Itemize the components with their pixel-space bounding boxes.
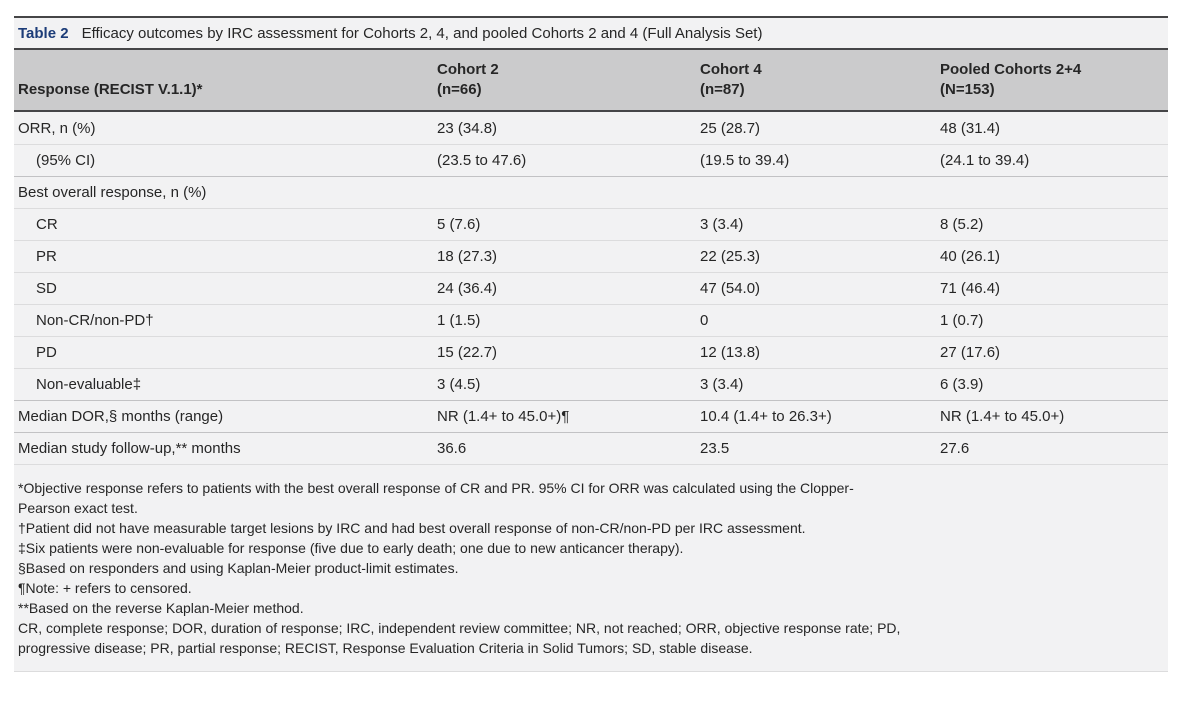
table-row: Non-evaluable‡ 3 (4.5) 3 (3.4) 6 (3.9) [14,368,1168,400]
table-cell: 71 (46.4) [940,280,1001,297]
table-cell: 3 (3.4) [700,216,744,233]
table-row: Best overall response, n (%) [14,176,1168,208]
table-cell: 1 (0.7) [940,312,984,329]
table-caption-bar: Table 2 Efficacy outcomes by IRC assessm… [14,18,1168,50]
footnote-line: §Based on responders and using Kaplan-Me… [18,560,459,576]
footnote-line: Pearson exact test. [18,500,138,516]
table-cell: (24.1 to 39.4) [940,152,1030,169]
row-label: SD [36,280,57,297]
table-cell: 8 (5.2) [940,216,984,233]
row-label: Non-CR/non-PD† [36,312,154,329]
table-row: PR 18 (27.3) 22 (25.3) 40 (26.1) [14,240,1168,272]
table-cell: 3 (3.4) [700,376,744,393]
table-cell: (23.5 to 47.6) [437,152,527,169]
column-header-name: Cohort 2 [437,61,499,78]
footnote-line: progressive disease; PR, partial respons… [18,640,753,656]
row-label: Median study follow-up,** months [18,440,241,457]
column-header-n: (n=66) [437,81,482,98]
column-header-cohort-3: Pooled Cohorts 2+4 (N=153) [940,60,1168,100]
table-row: ORR, n (%) 23 (34.8) 25 (28.7) 48 (31.4) [14,112,1168,144]
table-cell: 36.6 [437,440,467,457]
footnote-line: ‡Six patients were non-evaluable for res… [18,540,684,556]
table-cell: 27.6 [940,440,970,457]
table-caption: Efficacy outcomes by IRC assessment for … [81,24,763,42]
table-cell: NR (1.4+ to 45.0+) [940,408,1065,425]
row-label: CR [36,216,58,233]
table-cell: 25 (28.7) [700,119,761,137]
table-cell: (19.5 to 39.4) [700,152,790,169]
column-header-cohort-1: Cohort 2 (n=66) [437,60,700,100]
footnote-line: †Patient did not have measurable target … [18,520,806,536]
table-cell: 0 [700,312,709,329]
table-cell: 12 (13.8) [700,344,761,361]
table-row: Median study follow-up,** months 36.6 23.5… [14,432,1168,464]
column-header-n: (n=87) [700,81,745,98]
table-cell: 5 (7.6) [437,216,481,233]
table-cell: 3 (4.5) [437,376,481,393]
column-header-cohort-2: Cohort 4 (n=87) [700,60,940,100]
table-row: PD 15 (22.7) 12 (13.8) 27 (17.6) [14,336,1168,368]
table-cell: 27 (17.6) [940,344,1001,361]
table-cell: 47 (54.0) [700,280,761,297]
table-row: SD 24 (36.4) 47 (54.0) 71 (46.4) [14,272,1168,304]
footnote-line: *Objective response refers to patients w… [18,480,854,496]
column-header-response: Response (RECIST V.1.1)* [18,81,203,98]
row-label: PR [36,248,57,265]
table-cell: 1 (1.5) [437,312,481,329]
footnote-line: **Based on the reverse Kaplan-Meier meth… [18,600,304,616]
table-figure: Table 2 Efficacy outcomes by IRC assessm… [14,16,1168,672]
table-cell: 10.4 (1.4+ to 26.3+) [700,408,832,425]
footnote-line: CR, complete response; DOR, duration of … [18,620,901,636]
table-cell: 22 (25.3) [700,248,761,265]
column-header-name: Cohort 4 [700,61,762,78]
table-cell: 23.5 [700,440,730,457]
row-label: Best overall response, n (%) [18,184,207,201]
table-cell: 48 (31.4) [940,119,1001,137]
table-footnotes: *Objective response refers to patients w… [14,464,1168,672]
row-label: (95% CI) [36,152,96,169]
table-cell: 18 (27.3) [437,248,498,265]
table-row: CR 5 (7.6) 3 (3.4) 8 (5.2) [14,208,1168,240]
table-cell: 15 (22.7) [437,344,498,361]
table-label: Table 2 [18,24,69,42]
row-label: Median DOR,§ months (range) [18,408,224,425]
table-row: Median DOR,§ months (range) NR (1.4+ to 4… [14,400,1168,432]
column-header-n: (N=153) [940,81,995,98]
column-header-name: Pooled Cohorts 2+4 [940,61,1082,78]
table-header-row: Response (RECIST V.1.1)* Cohort 2 (n=66) C… [14,50,1168,112]
row-label: ORR, n (%) [18,119,96,137]
table-row: Non-CR/non-PD† 1 (1.5) 0 1 (0.7) [14,304,1168,336]
table-row: (95% CI) (23.5 to 47.6) (19.5 to 39.4) (24.… [14,144,1168,176]
table-cell: 40 (26.1) [940,248,1001,265]
table-body: ORR, n (%) 23 (34.8) 25 (28.7) 48 (31.4) (95… [14,112,1168,464]
row-label: Non-evaluable‡ [36,376,142,393]
table-cell: 6 (3.9) [940,376,984,393]
table-cell: NR (1.4+ to 45.0+)¶ [437,408,570,425]
footnote-line: ¶Note: + refers to censored. [18,580,192,596]
table-cell: 23 (34.8) [437,119,498,137]
table-cell: 24 (36.4) [437,280,498,297]
row-label: PD [36,344,57,361]
